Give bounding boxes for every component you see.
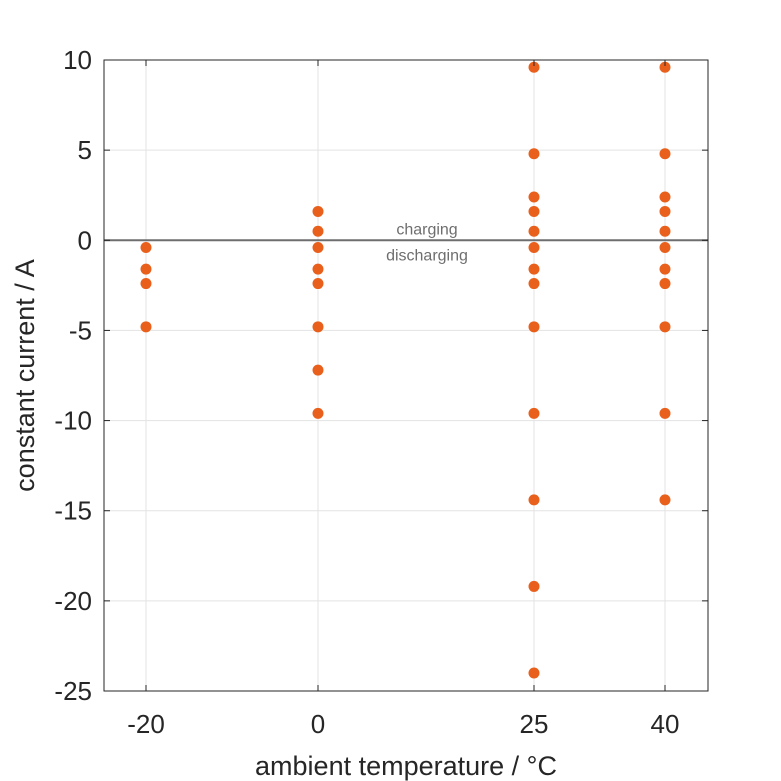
y-tick-label: -10 (54, 406, 92, 436)
data-point (528, 263, 540, 275)
charging-annotation: charging (396, 221, 457, 238)
x-tick-label: 25 (520, 709, 549, 739)
y-tick-label: -25 (54, 676, 92, 706)
y-tick-label: -15 (54, 496, 92, 526)
data-point (528, 667, 540, 679)
data-point (528, 241, 540, 253)
data-point (659, 494, 671, 506)
data-point (312, 241, 324, 253)
data-point (312, 278, 324, 290)
y-tick-labels: 10 5 0 -5 -10 -15 -20 -25 (54, 45, 92, 706)
data-point (312, 225, 324, 237)
data-point (659, 321, 671, 333)
data-point (528, 205, 540, 217)
data-point (659, 225, 671, 237)
plot-frame (103, 59, 709, 692)
data-point (528, 278, 540, 290)
data-point (140, 278, 152, 290)
y-tick-label: -5 (69, 315, 92, 345)
data-point (528, 407, 540, 419)
data-point (659, 407, 671, 419)
y-tick-label: 5 (78, 135, 92, 165)
data-point (659, 263, 671, 275)
data-point (659, 205, 671, 217)
data-points (140, 61, 671, 679)
data-point (140, 321, 152, 333)
data-point (312, 321, 324, 333)
data-point (528, 61, 540, 73)
data-point (312, 205, 324, 217)
data-point (312, 263, 324, 275)
data-point (659, 191, 671, 203)
y-tick-label: 10 (63, 45, 92, 75)
y-axis-label: constant current / A (10, 259, 40, 492)
tick-marks (104, 59, 708, 692)
data-point (659, 148, 671, 160)
y-tick-label: -20 (54, 586, 92, 616)
data-point (140, 241, 152, 253)
data-point (528, 321, 540, 333)
grid (104, 59, 708, 692)
y-tick-label: 0 (78, 225, 92, 255)
x-tick-label: -20 (127, 709, 165, 739)
data-point (659, 278, 671, 290)
x-tick-label: 40 (651, 709, 680, 739)
data-point (659, 61, 671, 73)
data-point (312, 364, 324, 376)
data-point (528, 494, 540, 506)
discharging-annotation: discharging (386, 247, 468, 264)
data-point (528, 148, 540, 160)
data-point (528, 580, 540, 592)
x-tick-label: 0 (311, 709, 325, 739)
data-point (312, 407, 324, 419)
data-point (528, 191, 540, 203)
data-point (528, 225, 540, 237)
data-point (140, 263, 152, 275)
x-axis-label: ambient temperature / °C (255, 751, 557, 781)
data-point (659, 241, 671, 253)
x-tick-labels: -20 0 25 40 (127, 709, 679, 739)
